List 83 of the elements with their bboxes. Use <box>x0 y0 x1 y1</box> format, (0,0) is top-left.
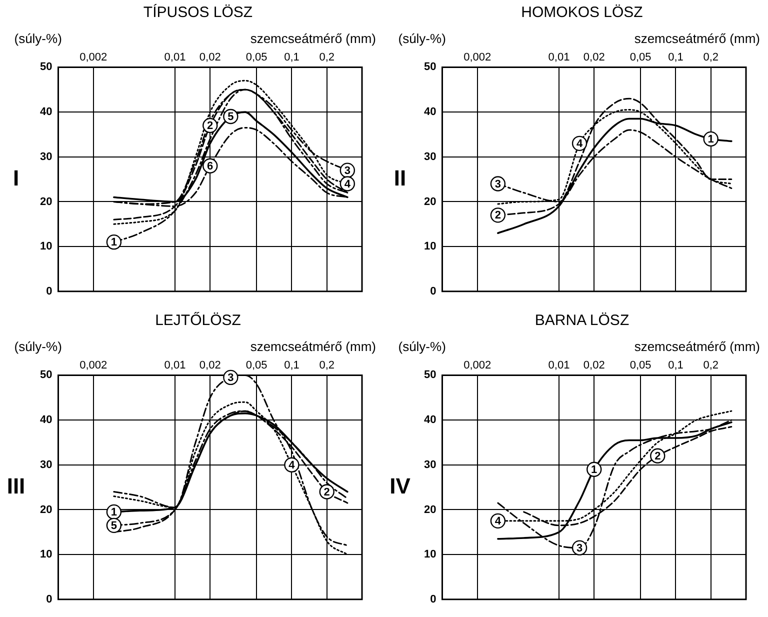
x-tick-label: 0,02 <box>199 360 221 372</box>
x-tick-label: 0,02 <box>583 52 605 64</box>
y-tick-label: 40 <box>424 414 436 426</box>
y-tick-label: 20 <box>424 504 436 516</box>
y-tick-label: 30 <box>424 458 436 471</box>
x-tick-label: 0,02 <box>199 52 221 64</box>
y-tick-label: 20 <box>40 196 52 208</box>
y-tick-label: 50 <box>40 61 52 74</box>
series-label: 5 <box>110 520 117 532</box>
chart-title: LEJTŐLÖSZ <box>155 311 241 330</box>
x-axis-title: szemcseátmérő (mm) <box>634 31 760 46</box>
x-tick-label: 0,002 <box>464 52 492 64</box>
x-tick-label: 0,05 <box>630 52 652 64</box>
y-tick-label: 10 <box>424 240 436 253</box>
x-tick-label: 0,05 <box>246 52 268 64</box>
series-label: 2 <box>207 120 214 132</box>
y-tick-label: 0 <box>46 593 52 606</box>
chart-title: BARNA LÖSZ <box>534 312 630 330</box>
y-tick-label: 30 <box>40 458 52 471</box>
x-tick-label: 0,1 <box>284 360 300 372</box>
y-tick-label: 10 <box>424 548 436 561</box>
series-label: 3 <box>576 542 583 554</box>
x-tick-label: 0,01 <box>164 52 186 64</box>
y-tick-label: 30 <box>424 150 436 163</box>
x-tick-label: 0,2 <box>319 360 335 372</box>
y-tick-label: 40 <box>424 106 436 118</box>
x-tick-label: 0,01 <box>548 52 570 64</box>
x-tick-label: 0,002 <box>464 360 492 372</box>
y-tick-label: 20 <box>424 196 436 208</box>
x-tick-label: 0,1 <box>668 360 684 372</box>
y-tick-label: 0 <box>430 285 436 298</box>
series-label: 4 <box>494 515 502 528</box>
series-label: 2 <box>494 210 501 222</box>
x-tick-label: 0,2 <box>703 360 719 372</box>
y-tick-label: 0 <box>46 285 52 298</box>
series-label: 3 <box>228 372 234 384</box>
y-tick-label: 20 <box>40 504 52 516</box>
y-tick-label: 0 <box>430 593 436 606</box>
series-label: 1 <box>708 133 714 146</box>
x-tick-label: 0,1 <box>284 52 300 64</box>
text: IV <box>390 473 411 498</box>
series-label: 4 <box>288 459 296 472</box>
series-label: 4 <box>344 178 352 190</box>
y-tick-label: 10 <box>40 548 52 561</box>
y-tick-label: 50 <box>424 61 436 74</box>
series-label: 6 <box>207 160 214 172</box>
series-label: 2 <box>654 450 661 462</box>
y-tick-label: 10 <box>40 240 52 253</box>
series-label: 2 <box>324 486 330 498</box>
series-label: 3 <box>344 164 350 177</box>
series-label: 4 <box>576 138 584 150</box>
x-tick-label: 0,002 <box>80 52 108 64</box>
text: III <box>6 473 26 498</box>
y-tick-label: 50 <box>40 369 52 382</box>
series-label: 1 <box>110 236 117 249</box>
text: II <box>394 165 406 190</box>
x-tick-label: 0,2 <box>703 52 719 64</box>
x-tick-label: 0,2 <box>319 52 335 64</box>
series-label: 5 <box>228 111 234 124</box>
y-axis-title: (súly-%) <box>14 339 62 354</box>
y-axis-title: (súly-%) <box>398 339 446 354</box>
y-tick-label: 40 <box>40 106 52 118</box>
text: I <box>12 165 20 190</box>
x-tick-label: 0,01 <box>164 360 186 372</box>
x-axis-title: szemcseátmérő (mm) <box>250 339 376 354</box>
series-label: 3 <box>494 178 501 190</box>
series-label: 1 <box>591 464 598 476</box>
x-tick-label: 0,01 <box>548 360 570 372</box>
x-tick-label: 0,05 <box>246 360 268 372</box>
y-axis-title: (súly-%) <box>398 31 446 46</box>
y-tick-label: 40 <box>40 414 52 426</box>
chart-title: TÍPUSOS LÖSZ <box>143 3 253 22</box>
x-tick-label: 0,002 <box>80 360 108 372</box>
x-tick-label: 0,1 <box>668 52 684 64</box>
x-tick-label: 0,02 <box>583 360 605 372</box>
x-axis-title: szemcseátmérő (mm) <box>634 339 760 354</box>
y-axis-title: (súly-%) <box>14 31 62 46</box>
y-tick-label: 50 <box>424 369 436 382</box>
series-label: 1 <box>110 506 117 518</box>
y-tick-label: 30 <box>40 150 52 163</box>
x-axis-title: szemcseátmérő (mm) <box>250 31 376 46</box>
chart-title: HOMOKOS LÖSZ <box>521 4 643 22</box>
x-tick-label: 0,05 <box>630 360 652 372</box>
